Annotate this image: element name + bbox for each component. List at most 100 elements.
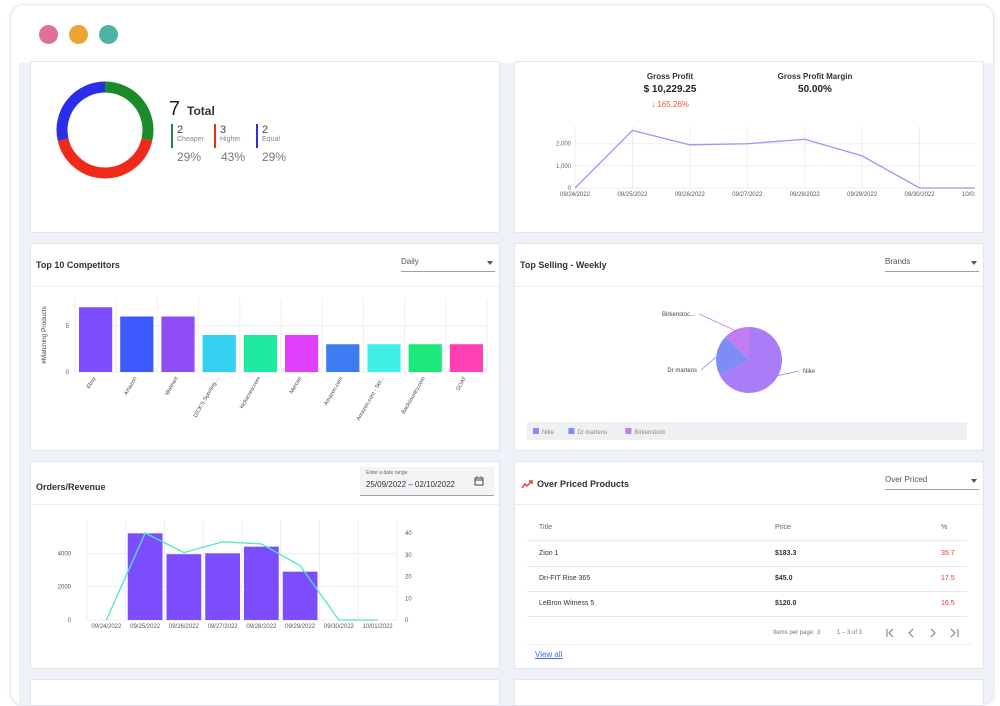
bar-8 xyxy=(408,344,442,372)
minimize-window-button[interactable] xyxy=(69,25,88,44)
bar-9 xyxy=(449,344,483,372)
pie-slice-2 xyxy=(725,327,749,360)
x-tick-label: 09/28/2022 xyxy=(790,192,821,198)
pie-label-line xyxy=(700,354,719,371)
x-tick-label: 09/25/2022 xyxy=(130,624,161,630)
bar-0 xyxy=(79,307,113,372)
y-right-tick-label: 10 xyxy=(405,596,412,602)
pagination-controls xyxy=(886,628,959,638)
date-range-value: 25/09/2022 – 02/10/2022 xyxy=(366,480,455,489)
bar-5 xyxy=(285,335,319,372)
top-competitors-card: Top 10 Competitors Daily 0 5 #Matching Pro… xyxy=(30,243,500,451)
x-tick-label: Ebay xyxy=(86,376,98,390)
legend-box xyxy=(527,422,967,440)
orders-revenue-chart: 0 2000 4000 0 10 20 30 40 09/24/2022 09/25/2022 09… xyxy=(58,520,412,630)
top-competitors-chart: 0 5 #Matching Products Ebay Amazon Walmart DIC… xyxy=(41,298,488,422)
x-tick-label: GOAT xyxy=(455,375,468,392)
x-tick-label: 09/25/2022 xyxy=(617,192,648,198)
x-tick-label: kickscrew.com xyxy=(239,376,262,410)
bar-2 xyxy=(161,316,195,372)
date-range-label: Enter a date range xyxy=(366,470,408,476)
competitors-period-value: Daily xyxy=(401,257,419,266)
y-left-tick-label: 2000 xyxy=(58,585,72,591)
revenue-bar-2 xyxy=(166,554,202,620)
pie-slice-1 xyxy=(716,336,749,375)
row-price: $45.0 xyxy=(775,575,793,582)
items-per-page-select[interactable]: 3 xyxy=(817,630,821,636)
bar-1 xyxy=(120,316,154,372)
revenue-bar-4 xyxy=(244,546,279,620)
x-tick-label: 09/26/2022 xyxy=(169,624,200,630)
row-title: LeBron Witness 5 xyxy=(539,600,595,607)
over-priced-filter-select[interactable]: Over Priced xyxy=(885,475,979,490)
pie-label-line xyxy=(775,370,800,377)
x-tick-label: 09/29/2022 xyxy=(847,192,878,198)
bar-6 xyxy=(326,344,360,372)
x-tick-label: 09/26/2022 xyxy=(675,192,706,198)
x-tick-label: 09/29/2022 xyxy=(285,624,316,630)
dashboard: 7 Total 2 Cheaper 29% 3 Higher 43% 2 Equ… xyxy=(19,61,993,705)
higher-percent: 43% xyxy=(221,150,246,164)
competitors-period-select[interactable]: Daily xyxy=(401,257,495,272)
chevron-down-icon xyxy=(487,261,493,265)
higher-label: Higher xyxy=(220,136,241,143)
table-row[interactable]: Dri-FIT Rise 365 $45.0 17.5 xyxy=(527,567,967,592)
top-selling-type-select[interactable]: Brands xyxy=(885,257,979,272)
gross-margin-value: 50.00% xyxy=(798,84,832,95)
app-window: 7 Total 2 Cheaper 29% 3 Higher 43% 2 Equ… xyxy=(10,4,994,706)
x-tick-label: Amazon.com - Sel... xyxy=(356,376,386,422)
row-price: $120.0 xyxy=(775,600,797,607)
bar-4 xyxy=(243,335,277,372)
row-price: $183.3 xyxy=(775,550,797,557)
x-tick-label: 09/27/2022 xyxy=(732,192,763,198)
orders-series-line xyxy=(105,532,378,621)
last-page-icon[interactable] xyxy=(950,628,959,638)
cheaper-percent: 29% xyxy=(177,150,202,164)
revenue-bar-3 xyxy=(205,553,240,620)
previous-page-icon[interactable] xyxy=(908,628,914,638)
x-tick-label: Walmart xyxy=(164,376,180,397)
date-range-picker[interactable]: Enter a date range 25/09/2022 – 02/10/20… xyxy=(360,467,494,496)
row-percent: 17.5 xyxy=(941,575,955,582)
table-row[interactable]: Zion 1 $183.3 35.7 xyxy=(527,542,967,567)
y-axis-label: #Matching Products xyxy=(41,306,48,364)
pie-label: Birkenstoc... xyxy=(662,312,695,318)
x-tick-label: 09/30/2022 xyxy=(905,192,936,198)
legend-swatch xyxy=(625,428,632,434)
legend-swatch xyxy=(533,428,539,434)
top-selling-type-value: Brands xyxy=(885,257,911,266)
revenue-bar-1 xyxy=(127,533,163,620)
y-tick-label: 1,000 xyxy=(556,164,572,170)
donut-slice-higher xyxy=(57,138,153,179)
over-priced-filter-value: Over Priced xyxy=(885,475,928,484)
first-page-icon[interactable] xyxy=(886,628,894,638)
table-row[interactable]: LeBron Witness 5 $120.0 16.5 xyxy=(527,592,967,617)
pagination-range: 1 – 3 of 3 xyxy=(837,630,863,636)
y-left-tick-label: 0 xyxy=(68,618,72,624)
x-tick-label: DICK'S Sporting ... xyxy=(193,376,221,419)
view-all-link[interactable]: View all xyxy=(535,650,563,659)
calendar-icon[interactable] xyxy=(474,476,484,486)
close-window-button[interactable] xyxy=(39,25,58,44)
legend-swatch xyxy=(568,428,575,434)
pie-label-line xyxy=(698,313,738,332)
higher-count: 3 xyxy=(220,124,227,136)
donut-slice-equal xyxy=(56,81,106,141)
pie-label: Nike xyxy=(803,369,816,375)
maximize-window-button[interactable] xyxy=(99,25,118,44)
y-tick-label: 2,000 xyxy=(556,142,572,148)
higher-stat: 3 Higher xyxy=(214,124,241,148)
cheaper-stat: 2 Cheaper xyxy=(171,124,204,148)
pie-slice-0 xyxy=(719,327,783,393)
y-right-tick-label: 20 xyxy=(405,575,412,581)
x-tick-label: Mercari xyxy=(289,376,303,395)
orders-revenue-title: Orders/Revenue xyxy=(36,482,106,492)
y-right-tick-label: 0 xyxy=(405,618,409,624)
row-title: Dri-FIT Rise 365 xyxy=(539,575,591,582)
row-percent: 16.5 xyxy=(941,600,955,607)
chevron-down-icon xyxy=(971,261,977,265)
bar-7 xyxy=(367,344,401,372)
total-label: Total xyxy=(187,104,215,118)
next-page-icon[interactable] xyxy=(930,628,936,638)
gross-profit-change: ↓ 165.26% xyxy=(651,100,689,109)
